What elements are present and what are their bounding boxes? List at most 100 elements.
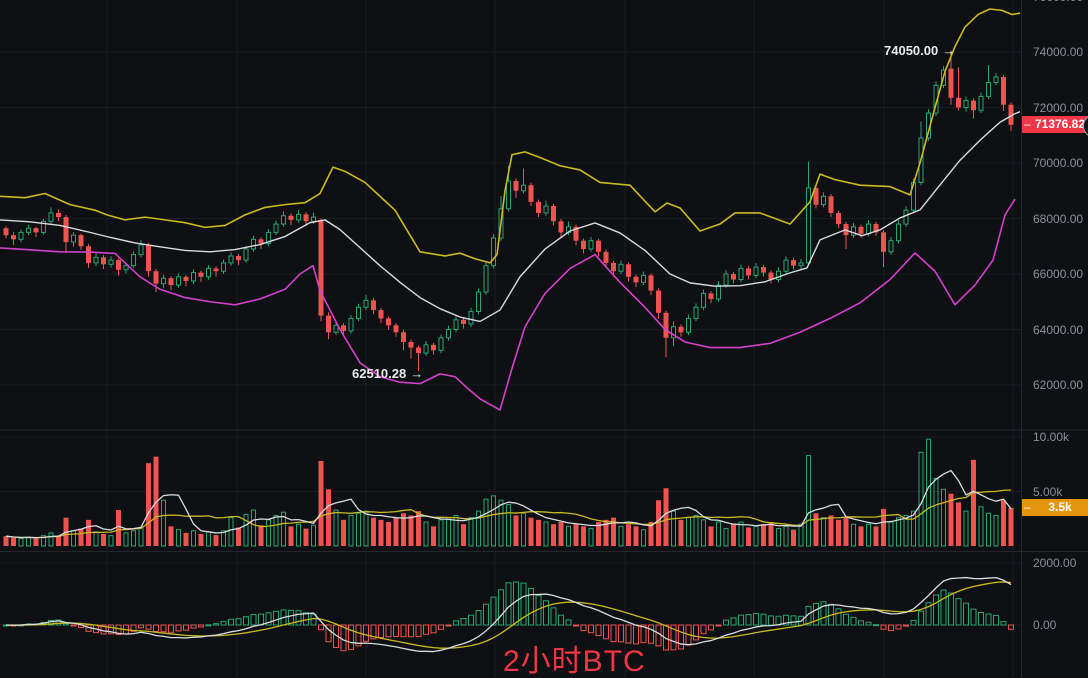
candle-body: [3, 228, 9, 236]
candle-body: [326, 315, 331, 333]
candle-body: [131, 254, 136, 267]
candle-body: [41, 220, 46, 233]
macd-histogram-bar: [243, 616, 249, 626]
volume-bar: [821, 517, 826, 547]
candle-body: [168, 278, 174, 286]
macd-histogram-bar: [453, 620, 459, 626]
candle-body: [806, 187, 811, 264]
volume-bar: [746, 527, 751, 546]
candle-body: [836, 212, 841, 225]
high-price-text: 74050.00: [884, 43, 939, 58]
volume-bar: [783, 525, 789, 547]
volume-bar: [521, 512, 526, 547]
macd-histogram-bar: [895, 624, 902, 630]
volume-ma-slow-line: [5, 489, 1012, 539]
macd-dea-line: [5, 581, 1012, 649]
price-tick: –: [1024, 117, 1031, 132]
macd-histogram-bar: [370, 624, 377, 640]
volume-bar: [48, 532, 54, 547]
candle-body: [1008, 104, 1014, 125]
volume-bar: [258, 525, 264, 546]
volume-bar: [446, 517, 451, 547]
volume-bar: [303, 528, 309, 546]
volume-bar: [753, 525, 759, 547]
volume-bar: [813, 513, 819, 546]
macd-histogram-bar: [235, 618, 242, 626]
candle-body: [341, 325, 346, 331]
volume-bar: [866, 523, 871, 547]
macd-dif-line: [5, 576, 1012, 653]
price-axis-label: 64000.00: [1033, 322, 1084, 337]
volume-bar: [603, 519, 609, 546]
candle-body: [956, 97, 961, 108]
price-axis-label: 76000.00: [1033, 0, 1083, 4]
candle-body: [813, 187, 819, 205]
candle-body: [581, 240, 586, 250]
volume-bar: [498, 499, 504, 547]
current-price-badge: – 71376.82: [1022, 115, 1088, 133]
macd-histogram-bar: [430, 624, 437, 634]
macd-histogram-bar: [145, 624, 152, 630]
candle-body: [423, 344, 429, 354]
price-axis-label: 68000.00: [1033, 211, 1084, 226]
macd-histogram-bar: [835, 608, 842, 626]
macd-histogram-bar: [423, 624, 429, 635]
candle-body: [948, 68, 954, 98]
candle-body: [828, 196, 834, 213]
macd-histogram-bar: [648, 624, 654, 644]
candle-body: [881, 232, 886, 252]
volume-bar: [311, 524, 316, 547]
volume-bar: [251, 509, 256, 547]
macd-histogram-bar: [250, 614, 257, 626]
macd-histogram-bar: [880, 624, 887, 630]
candle-body: [506, 180, 511, 210]
macd-histogram-bar: [595, 624, 602, 637]
volume-bar: [416, 511, 421, 546]
volume-bar: [26, 536, 31, 547]
candle-body: [656, 290, 661, 313]
macd-histogram-bar: [415, 624, 422, 638]
volume-bar: [18, 538, 24, 547]
volume-bar: [176, 529, 181, 547]
volume-bar: [123, 532, 129, 547]
macd-histogram-bar: [363, 624, 369, 642]
macd-histogram-bar: [790, 615, 797, 626]
macd-histogram-bar: [963, 602, 969, 626]
volume-bar: [138, 526, 144, 547]
macd-histogram-bar: [468, 614, 474, 626]
macd-histogram-bar: [820, 601, 827, 626]
candle-body: [401, 332, 406, 342]
macd-histogram-bar: [543, 600, 549, 626]
macd-histogram-bar: [933, 594, 939, 626]
volume-bar: [483, 498, 489, 547]
volume-bar: [926, 438, 931, 547]
macd-histogram-bar: [445, 624, 452, 627]
volume-bar: [281, 511, 286, 547]
volume-bar: [213, 535, 219, 546]
candle-body: [116, 260, 121, 270]
candle-body: [963, 100, 969, 109]
candle-body: [273, 223, 279, 233]
macd-histogram-bar: [940, 589, 947, 626]
macd-histogram-bar: [850, 616, 857, 626]
candle-body: [866, 223, 871, 235]
macd-histogram-bar: [153, 624, 159, 633]
candle-body: [281, 215, 286, 225]
candle-body: [93, 256, 99, 264]
candle-body: [776, 270, 781, 281]
volume-bar: [423, 521, 429, 547]
candle-body: [686, 317, 691, 333]
candle-body: [588, 240, 594, 250]
candle-body: [513, 181, 519, 191]
candle-body: [228, 255, 234, 264]
candle-body: [738, 267, 744, 281]
candle-body: [386, 318, 391, 326]
candle-body: [633, 276, 639, 283]
candle-body: [348, 317, 354, 332]
macd-histogram-bar: [993, 614, 999, 626]
macd-histogram-bar: [985, 613, 992, 626]
macd-histogram-bar: [948, 592, 954, 626]
volume-bar: [536, 519, 541, 546]
candle-body: [333, 324, 339, 333]
